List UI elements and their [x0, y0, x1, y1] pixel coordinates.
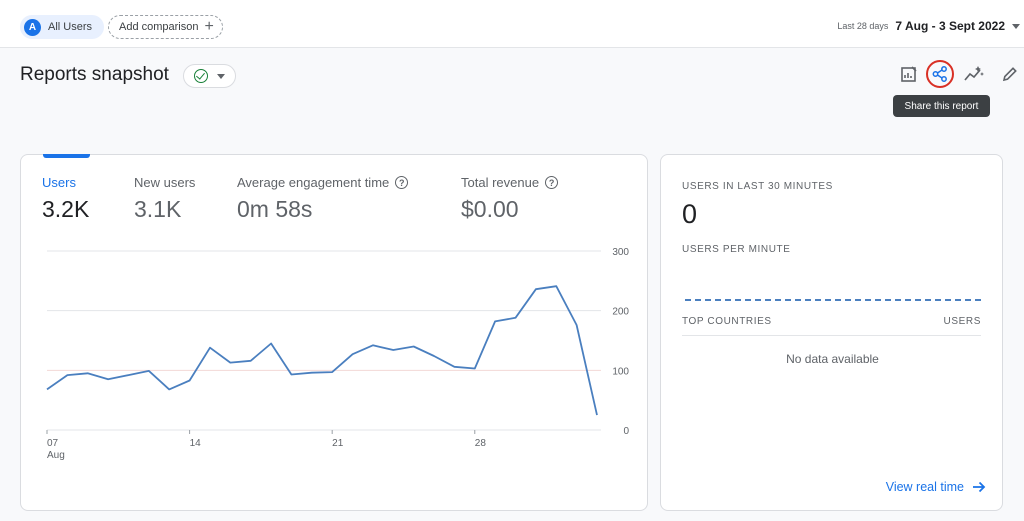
y-tick-label: 100	[612, 366, 629, 377]
metric-value: $0.00	[461, 196, 519, 222]
edit-report-icon	[901, 66, 917, 82]
view-real-time-link[interactable]: View real time	[886, 480, 986, 494]
share-report-button[interactable]	[926, 60, 954, 88]
y-tick-label: 300	[612, 247, 629, 258]
add-comparison-button[interactable]: Add comparison +	[108, 15, 223, 39]
insights-icon	[964, 66, 984, 81]
metric-label: Users	[42, 175, 76, 190]
y-tick-label: 0	[623, 426, 629, 437]
realtime-value: 0	[682, 199, 698, 229]
date-range-picker[interactable]: Last 28 days 7 Aug - 3 Sept 2022	[837, 19, 1020, 33]
metric-average-engagement-time[interactable]: Average engagement time? 0m 58s	[237, 175, 409, 223]
metric-value: 0m 58s	[237, 196, 313, 222]
date-range-label: Last 28 days	[837, 21, 889, 31]
realtime-subtitle: USERS PER MINUTE	[682, 244, 791, 255]
series-line-users	[46, 285, 598, 416]
view-real-time-label: View real time	[885, 480, 964, 494]
metric-label: New users	[134, 175, 196, 190]
report-toolbar	[895, 60, 1024, 88]
share-tooltip: Share this report	[893, 95, 990, 117]
segment-avatar: A	[24, 18, 41, 36]
help-icon[interactable]: ?	[395, 176, 409, 189]
segment-chip-all-users[interactable]: A All Users	[20, 15, 105, 39]
metric-label: Average engagement time?	[237, 175, 409, 190]
add-comparison-label: Add comparison	[119, 21, 199, 33]
y-tick-label: 200	[612, 307, 629, 318]
overview-card: Users 3.2K New users 3.1K Average engage…	[20, 154, 648, 511]
x-tick-label: 14	[190, 438, 202, 449]
chevron-down-icon	[1012, 23, 1020, 29]
top-bar: A All Users Add comparison + Last 28 day…	[0, 0, 1024, 48]
help-icon[interactable]: ?	[545, 176, 559, 189]
edit-button[interactable]	[996, 60, 1024, 88]
segment-label: All Users	[48, 21, 93, 33]
active-tab-indicator	[43, 154, 90, 158]
pencil-icon	[1002, 67, 1017, 82]
share-icon	[932, 66, 947, 82]
arrow-right-icon	[973, 481, 986, 493]
no-data-message: No data available	[786, 352, 879, 366]
insights-button[interactable]	[960, 60, 988, 88]
metric-users[interactable]: Users 3.2K	[42, 175, 89, 223]
top-countries-header: TOP COUNTRIES USERS	[682, 316, 981, 336]
realtime-title: USERS IN LAST 30 MINUTES	[682, 181, 833, 192]
x-tick-sublabel: Aug	[47, 450, 65, 461]
x-tick-label: 28	[475, 438, 487, 449]
page-title: Reports snapshot	[20, 64, 169, 85]
check-circle-icon	[194, 69, 208, 83]
metric-new-users[interactable]: New users 3.1K	[134, 175, 195, 223]
metric-total-revenue[interactable]: Total revenue? $0.00	[461, 175, 559, 223]
x-tick-label: 21	[332, 438, 344, 449]
date-range-value: 7 Aug - 3 Sept 2022	[895, 19, 1005, 33]
users-per-minute-bars	[685, 297, 981, 301]
metric-value: 3.1K	[134, 196, 182, 222]
customize-report-button[interactable]	[895, 60, 923, 88]
top-countries-label: TOP COUNTRIES	[682, 316, 772, 327]
metric-value: 3.2K	[42, 196, 90, 222]
realtime-card: USERS IN LAST 30 MINUTES 0 USERS PER MIN…	[660, 154, 1003, 511]
users-column-label: USERS	[943, 316, 981, 327]
plus-icon: +	[204, 18, 214, 35]
metric-label: Total revenue?	[461, 175, 559, 190]
x-tick-label: 07	[47, 438, 59, 449]
report-status-dropdown[interactable]	[183, 64, 236, 88]
chevron-down-icon	[217, 73, 225, 79]
